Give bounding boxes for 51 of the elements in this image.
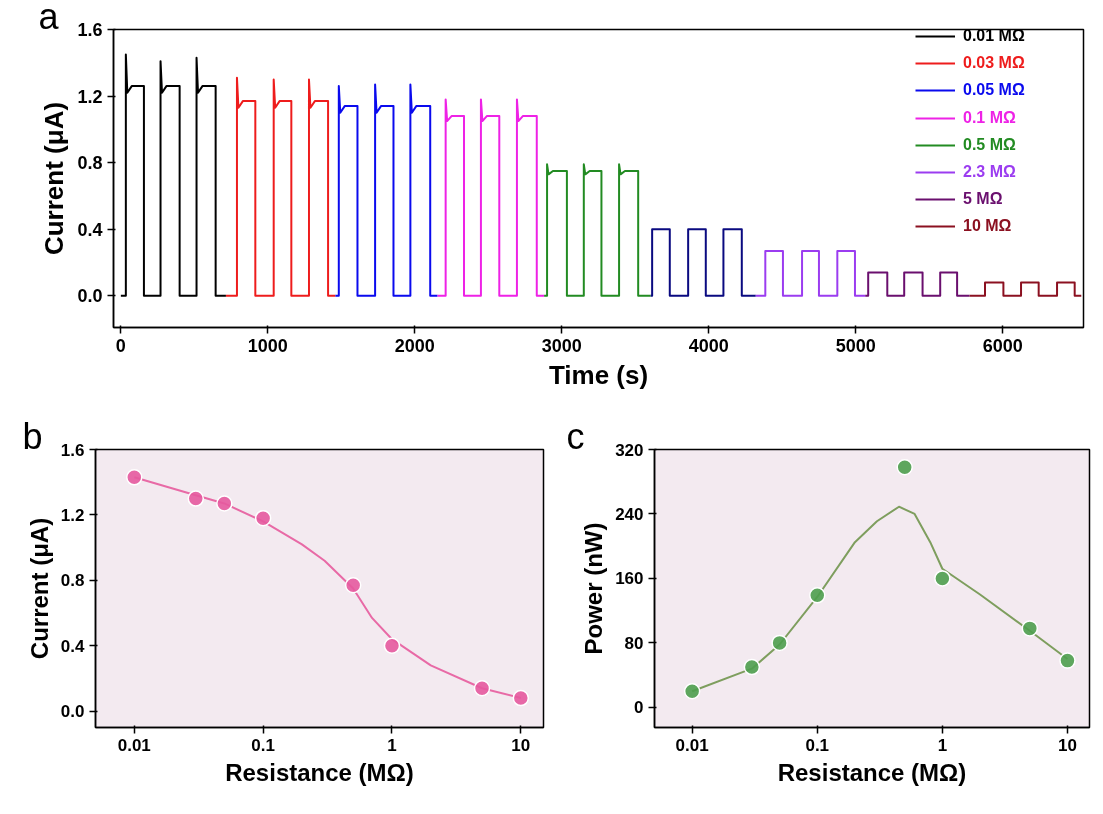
line-series xyxy=(119,53,227,297)
y-tick-label: 240 xyxy=(615,504,644,524)
text: a xyxy=(38,0,60,37)
x-tick-label: 0.01 xyxy=(117,735,151,755)
x-axis-title: Time (s) xyxy=(548,359,649,390)
y-tick-label: 0.8 xyxy=(60,571,85,591)
legend-label: 0.03 MΩ xyxy=(963,53,1025,74)
y-tick-label: 320 xyxy=(615,440,644,460)
y-tick-label: 0 xyxy=(634,698,644,718)
x-tick-label: 0 xyxy=(115,335,126,356)
y-tick-label: 1.6 xyxy=(77,20,103,40)
x-tick-label: 5000 xyxy=(835,335,876,356)
legend-label: 2.3 MΩ xyxy=(963,162,1016,182)
x-axis-title: Resistance (MΩ) xyxy=(777,758,967,786)
x-tick-label: 10 xyxy=(1058,735,1077,755)
x-tick-label: 1000 xyxy=(247,335,288,356)
x-tick-label: 4000 xyxy=(688,335,729,356)
y-axis-title: Power (nW) xyxy=(580,522,608,655)
line-series xyxy=(334,83,439,297)
text: c xyxy=(566,415,585,457)
legend-label: 0.05 MΩ xyxy=(963,80,1025,101)
x-tick-label: 10 xyxy=(511,735,531,755)
y-tick-label: 0.4 xyxy=(77,219,103,240)
y-tick-label: 1.2 xyxy=(60,505,85,525)
x-tick-label: 6000 xyxy=(982,335,1023,356)
legend-label: 5 MΩ xyxy=(963,189,1003,210)
line-series xyxy=(224,76,337,297)
y-tick-label: 1.2 xyxy=(77,86,103,107)
x-tick-label: 3000 xyxy=(541,335,582,356)
y-axis-title: Current (μA) xyxy=(25,517,53,660)
legend-label: 0.5 MΩ xyxy=(963,134,1016,155)
y-tick-label: 160 xyxy=(615,569,644,589)
legend-label: 10 MΩ xyxy=(963,216,1012,237)
y-tick-label: 0.0 xyxy=(60,702,85,722)
legend-label: 0.1 MΩ xyxy=(963,107,1016,128)
x-axis-title: Resistance (MΩ) xyxy=(225,758,414,786)
y-tick-label: 0.4 xyxy=(60,636,86,656)
y-tick-label: 80 xyxy=(624,633,644,653)
y-tick-label: 0.8 xyxy=(77,153,103,174)
x-tick-label: 0.1 xyxy=(805,735,830,755)
y-axis-title: Current (μA) xyxy=(39,101,70,256)
x-tick-label: 1 xyxy=(387,735,397,755)
x-tick-label: 0.1 xyxy=(251,735,275,755)
line-series xyxy=(436,98,546,297)
x-tick-label: 1 xyxy=(937,735,948,755)
y-tick-label: 1.6 xyxy=(60,440,85,460)
y-tick-label: 0.0 xyxy=(77,286,103,307)
line-series xyxy=(543,163,652,297)
x-tick-label: 2000 xyxy=(394,335,435,356)
text: b xyxy=(22,415,43,457)
x-tick-label: 0.01 xyxy=(675,735,709,755)
